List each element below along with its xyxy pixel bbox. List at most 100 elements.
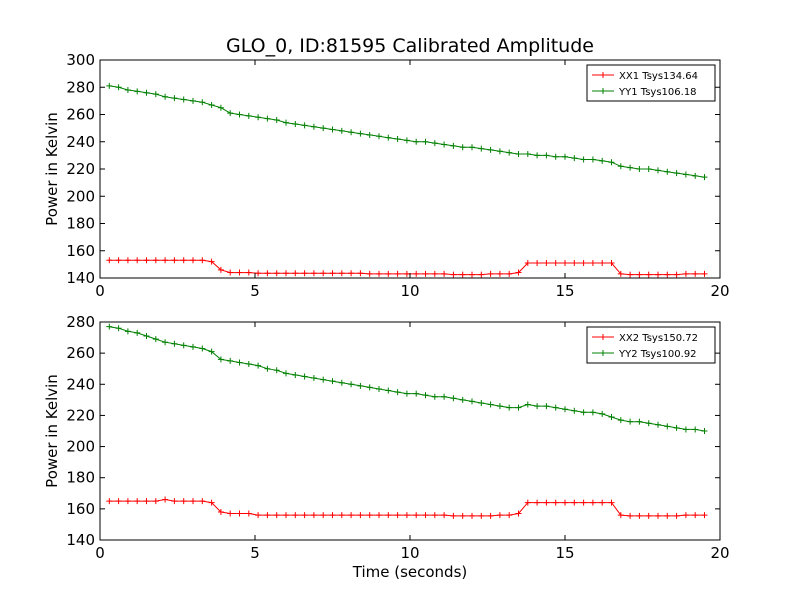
data-point (301, 270, 308, 277)
data-point (562, 153, 568, 160)
data-point (115, 84, 122, 91)
data-point (413, 138, 420, 145)
data-point (636, 271, 643, 278)
data-point (478, 271, 485, 278)
data-point (515, 269, 522, 276)
data-point (310, 512, 317, 519)
data-point (301, 122, 308, 129)
x-tick-label: 0 (95, 282, 105, 300)
data-point (236, 359, 243, 366)
legend-frame (586, 64, 716, 102)
data-point (627, 418, 634, 425)
data-point (496, 512, 503, 519)
data-point (236, 510, 243, 517)
data-point (403, 390, 410, 397)
data-point (310, 375, 317, 382)
data-point (515, 151, 522, 158)
data-point (255, 114, 262, 121)
data-point (245, 510, 252, 517)
data-point (227, 510, 234, 517)
data-point (608, 260, 615, 267)
data-point (627, 164, 634, 171)
data-point (171, 340, 178, 347)
data-point (208, 101, 215, 108)
data-point (496, 148, 503, 155)
data-point (617, 417, 624, 424)
data-point (496, 403, 503, 410)
data-point (208, 258, 215, 265)
data-point (217, 266, 224, 273)
x-tick-label: 5 (250, 282, 260, 300)
data-point (152, 336, 159, 343)
y-axis-label: Power in Kelvin (43, 374, 61, 488)
data-point (636, 166, 643, 172)
data-point (552, 260, 559, 267)
data-point (571, 155, 578, 162)
data-point (543, 403, 550, 410)
data-point (143, 333, 150, 340)
data-point (487, 270, 494, 277)
x-tick-label: 20 (710, 282, 729, 300)
data-point (645, 166, 652, 172)
y-tick-label: 160 (66, 242, 95, 260)
data-point (152, 498, 159, 505)
data-point (366, 512, 373, 519)
data-point (673, 170, 680, 177)
data-point (692, 426, 699, 433)
data-point (283, 512, 289, 519)
data-point (264, 270, 271, 277)
data-point (506, 149, 513, 156)
data-point (589, 499, 596, 506)
data-point (348, 381, 355, 388)
data-point (283, 119, 289, 126)
data-point (524, 499, 531, 506)
data-point (394, 270, 401, 277)
data-point (571, 260, 578, 267)
data-point (171, 257, 178, 264)
data-point (338, 127, 345, 134)
data-point (459, 271, 466, 278)
data-point (459, 396, 466, 403)
data-point (682, 426, 689, 433)
data-point (292, 121, 299, 128)
data-point (366, 384, 373, 391)
data-point (580, 499, 587, 506)
data-point (431, 140, 438, 147)
data-point (143, 498, 150, 505)
data-point (357, 130, 364, 137)
data-point (413, 270, 420, 277)
data-point (292, 371, 299, 378)
data-point (273, 270, 280, 277)
data-point (320, 125, 327, 132)
data-point (664, 168, 671, 175)
data-point (552, 153, 559, 160)
data-point (608, 413, 615, 420)
data-point (469, 512, 475, 519)
data-point (385, 512, 392, 519)
x-axis-label: Time (seconds) (352, 563, 468, 581)
data-point (171, 498, 178, 505)
data-point (162, 93, 169, 100)
data-point (227, 357, 234, 364)
data-point (217, 508, 224, 515)
data-point (227, 269, 234, 276)
data-point (348, 270, 355, 277)
data-point (394, 512, 401, 519)
data-point (283, 270, 289, 277)
data-point (506, 512, 513, 519)
data-point (599, 260, 606, 267)
data-point (692, 512, 699, 519)
data-point (422, 392, 429, 399)
data-point (459, 144, 466, 151)
data-point (478, 512, 485, 519)
data-point (338, 512, 345, 519)
data-point (264, 365, 271, 372)
data-point (469, 398, 475, 405)
data-point (162, 339, 169, 346)
y-tick-label: 300 (66, 51, 95, 69)
data-point (283, 370, 289, 377)
data-point (190, 343, 196, 350)
data-point (692, 270, 699, 277)
data-point (524, 401, 531, 408)
